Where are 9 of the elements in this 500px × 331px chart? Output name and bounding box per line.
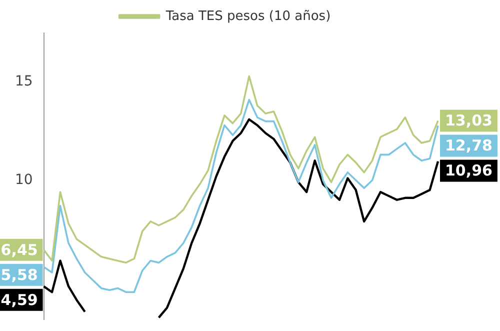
legend-label: Tasa TES pesos (10 años) xyxy=(164,8,331,24)
y-tick-label: 10 xyxy=(14,172,33,188)
data-label: 4,59 xyxy=(0,290,38,309)
y-tick-label: 15 xyxy=(14,74,33,90)
data-label: 13,03 xyxy=(445,112,492,130)
data-label: 12,78 xyxy=(445,136,492,155)
data-label: 5,58 xyxy=(0,266,38,284)
data-label: 6,45 xyxy=(0,240,38,259)
data-label: 10,96 xyxy=(445,162,492,180)
